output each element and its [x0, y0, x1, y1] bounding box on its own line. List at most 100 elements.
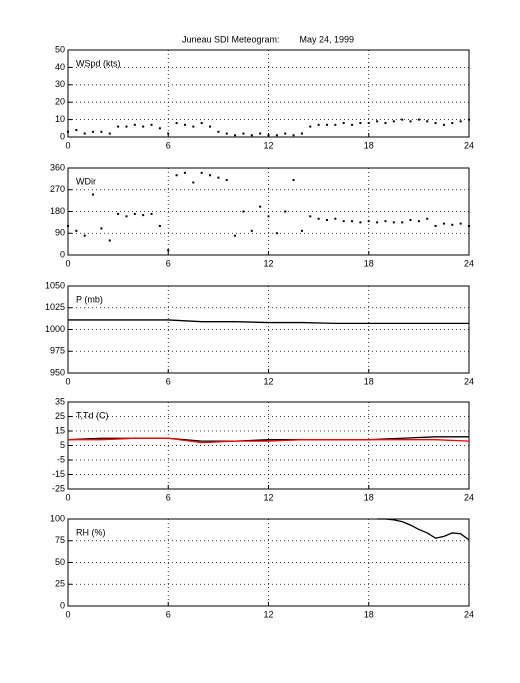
point — [334, 217, 337, 220]
point — [351, 220, 354, 223]
point — [250, 134, 253, 137]
line — [68, 319, 469, 325]
point — [83, 234, 86, 237]
point — [142, 125, 145, 128]
point — [284, 132, 287, 135]
plot-area — [67, 49, 470, 138]
x-tick-label: 12 — [263, 492, 273, 502]
point — [192, 125, 195, 128]
point — [275, 134, 278, 137]
y-tick-label: 0 — [60, 131, 65, 141]
line — [377, 518, 470, 541]
x-tick-label: 24 — [464, 258, 474, 268]
x-tick-label: 12 — [263, 258, 273, 268]
point — [209, 174, 212, 177]
y-tick-label: -15 — [52, 469, 65, 479]
point — [175, 122, 178, 125]
point — [125, 125, 128, 128]
y-tick-label: 950 — [50, 367, 65, 377]
point — [108, 132, 111, 135]
y-tick-label: 1050 — [45, 280, 65, 290]
panel-label: RH (%) — [76, 527, 106, 537]
point — [417, 118, 420, 121]
point — [442, 222, 445, 225]
point — [334, 123, 337, 126]
line — [68, 437, 470, 444]
point — [409, 218, 412, 221]
point — [342, 220, 345, 223]
point — [183, 171, 186, 174]
point — [325, 218, 328, 221]
y-tick-label: 360 — [50, 162, 65, 172]
point — [242, 132, 245, 135]
point — [309, 125, 312, 128]
point — [167, 132, 170, 135]
y-tick-label: 15 — [55, 425, 65, 435]
x-tick-label: 24 — [464, 140, 474, 150]
point — [158, 127, 161, 130]
point — [75, 229, 78, 232]
x-tick-label: 24 — [464, 492, 474, 502]
point — [125, 215, 128, 218]
point — [376, 221, 379, 224]
x-tick-label: 0 — [65, 140, 70, 150]
x-tick-label: 6 — [166, 140, 171, 150]
point — [442, 123, 445, 126]
point — [158, 225, 161, 227]
x-tick-label: 6 — [166, 376, 171, 386]
x-tick-label: 24 — [464, 609, 474, 619]
y-tick-label: 40 — [55, 62, 65, 72]
point — [451, 122, 454, 125]
y-tick-label: 25 — [55, 579, 65, 589]
y-tick-label: 90 — [55, 228, 65, 238]
point — [142, 214, 145, 217]
point — [317, 217, 320, 220]
point — [317, 123, 320, 126]
x-tick-label: 18 — [364, 376, 374, 386]
point — [292, 134, 295, 137]
x-tick-label: 18 — [364, 609, 374, 619]
y-tick-label: 975 — [50, 346, 65, 356]
x-tick-label: 12 — [263, 376, 273, 386]
x-tick-label: 6 — [166, 609, 171, 619]
point — [468, 225, 470, 227]
x-tick-label: 0 — [65, 492, 70, 502]
x-tick-label: 0 — [65, 609, 70, 619]
point — [167, 249, 170, 252]
point — [234, 134, 237, 137]
y-tick-label: 50 — [55, 44, 65, 54]
point — [409, 120, 412, 123]
point — [150, 212, 153, 215]
point — [150, 123, 153, 126]
point — [468, 118, 470, 121]
point — [267, 134, 270, 137]
x-tick-label: 18 — [364, 492, 374, 502]
point — [267, 215, 270, 218]
point — [67, 225, 69, 227]
point — [384, 122, 387, 125]
y-tick-label: 1025 — [45, 302, 65, 312]
point — [342, 122, 345, 125]
y-tick-label: 35 — [55, 396, 65, 406]
point — [384, 220, 387, 223]
point — [133, 212, 136, 215]
x-tick-label: 0 — [65, 258, 70, 268]
point — [275, 232, 278, 235]
point — [367, 220, 370, 223]
point — [309, 215, 312, 218]
point — [234, 234, 237, 237]
y-tick-label: -5 — [57, 454, 65, 464]
point — [117, 125, 120, 128]
y-tick-label: 20 — [55, 97, 65, 107]
x-tick-label: 12 — [263, 609, 273, 619]
x-tick-label: 0 — [65, 376, 70, 386]
point — [75, 129, 78, 132]
point — [192, 181, 195, 184]
panel-label: P (mb) — [76, 294, 103, 304]
point — [426, 217, 429, 220]
point — [426, 120, 429, 123]
point — [359, 122, 362, 125]
x-tick-label: 6 — [166, 258, 171, 268]
point — [359, 221, 362, 224]
point — [183, 123, 186, 126]
